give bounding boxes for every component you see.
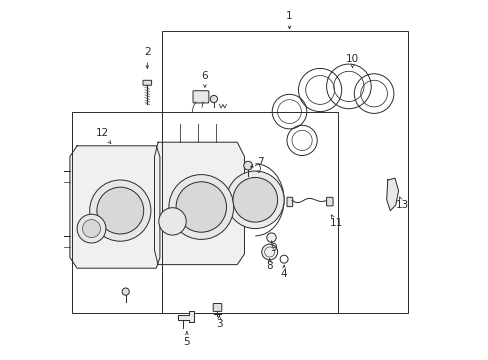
FancyBboxPatch shape: [142, 80, 151, 85]
Circle shape: [77, 214, 106, 243]
Circle shape: [210, 95, 217, 103]
Text: 2: 2: [143, 47, 150, 68]
FancyBboxPatch shape: [213, 303, 222, 311]
Circle shape: [159, 208, 186, 235]
Polygon shape: [386, 178, 398, 211]
Circle shape: [244, 161, 252, 170]
Polygon shape: [70, 146, 160, 268]
Text: 12: 12: [96, 128, 111, 143]
Circle shape: [89, 180, 151, 241]
Circle shape: [82, 220, 101, 238]
Text: 13: 13: [395, 197, 408, 210]
Circle shape: [226, 171, 284, 229]
Text: 11: 11: [329, 215, 342, 228]
Text: 5: 5: [183, 332, 190, 347]
Polygon shape: [154, 142, 244, 265]
FancyBboxPatch shape: [286, 197, 292, 207]
Circle shape: [232, 177, 277, 222]
Circle shape: [97, 187, 143, 234]
Text: 9: 9: [269, 240, 276, 253]
Circle shape: [168, 175, 233, 239]
Text: 3: 3: [216, 316, 222, 329]
FancyBboxPatch shape: [326, 197, 332, 206]
FancyBboxPatch shape: [193, 91, 208, 103]
Text: 8: 8: [266, 258, 272, 271]
Text: 1: 1: [285, 11, 292, 29]
Text: 7: 7: [250, 157, 264, 167]
Circle shape: [122, 288, 129, 295]
Text: 6: 6: [201, 71, 208, 87]
Text: 4: 4: [280, 265, 287, 279]
Bar: [72, 112, 337, 313]
Bar: [162, 31, 407, 313]
Circle shape: [176, 182, 226, 232]
Circle shape: [261, 244, 277, 260]
Circle shape: [266, 233, 276, 242]
Text: 10: 10: [345, 54, 358, 68]
Polygon shape: [178, 311, 194, 322]
